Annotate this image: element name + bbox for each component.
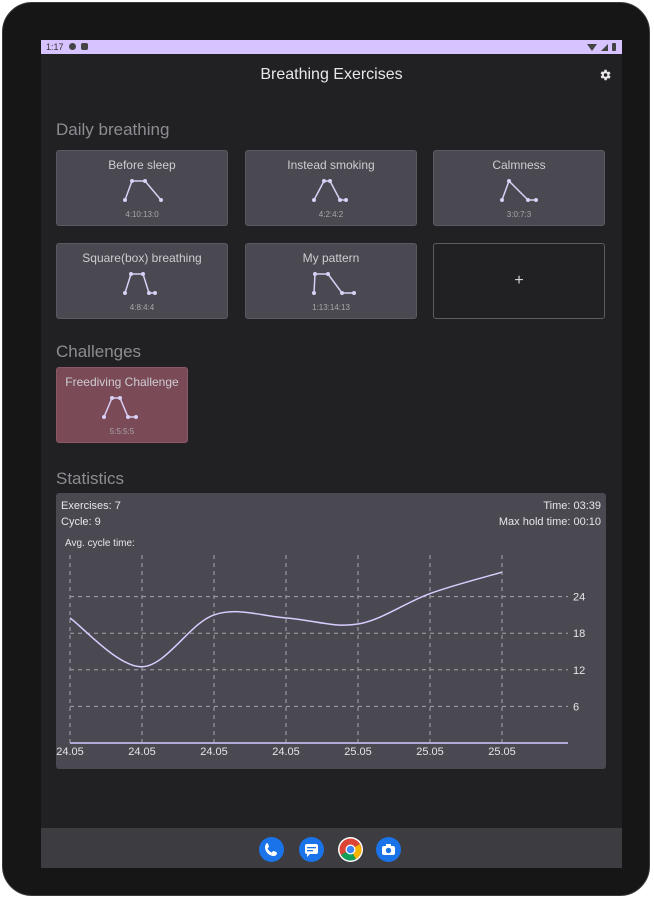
gear-icon[interactable] [598, 68, 612, 82]
card-title: My pattern [302, 251, 360, 265]
pattern-card-instead-smoking[interactable]: Instead smoking 4:2:4:2 [245, 150, 417, 226]
card-pattern: 5:5:5:5 [109, 427, 135, 436]
notification-icon [69, 43, 76, 50]
card-title: Calmness [492, 158, 546, 172]
pattern-card-calmness[interactable]: Calmness 3:0:7:3 [433, 150, 605, 226]
x-tick-label: 24.05 [128, 746, 156, 758]
wifi-icon [587, 43, 597, 51]
plus-icon: + [514, 272, 524, 289]
chrome-icon[interactable] [338, 837, 363, 862]
card-title: Before sleep [108, 158, 176, 172]
x-tick-label: 25.05 [488, 746, 516, 758]
card-title: Instead smoking [287, 158, 375, 172]
messages-icon[interactable] [299, 837, 324, 862]
card-pattern: 4:10:13:0 [125, 210, 159, 219]
card-pattern: 3:0:7:3 [506, 210, 532, 219]
chart-title: Avg. cycle time: [65, 538, 135, 549]
challenge-card-freediving[interactable]: Freediving Challenge 5:5:5:5 [56, 367, 188, 443]
card-pattern: 4:8:4:4 [129, 303, 155, 312]
cycle-count: Cycle: 9 [61, 516, 101, 528]
camera-icon[interactable] [376, 837, 401, 862]
x-tick-label: 25.05 [344, 746, 372, 758]
battery-icon [612, 43, 616, 51]
app-title: Breathing Exercises [260, 66, 403, 83]
x-tick-label: 25.05 [416, 746, 444, 758]
y-tick-label: 24 [573, 592, 585, 604]
notification-icon [81, 43, 88, 50]
add-pattern-button[interactable]: + [433, 243, 605, 319]
status-icons [587, 40, 616, 54]
breathing-pattern-graph [102, 396, 138, 419]
x-tick-label: 24.05 [272, 746, 300, 758]
signal-icon [601, 43, 608, 51]
breathing-pattern-graph [500, 179, 538, 202]
y-tick-label: 6 [573, 701, 579, 713]
section-statistics: Statistics [56, 469, 125, 488]
breathing-pattern-graph [123, 179, 163, 202]
card-title: Square(box) breathing [82, 251, 202, 265]
statistics-panel: Exercises: 7 Cycle: 9 Time: 03:39 Max ho… [56, 493, 606, 769]
breathing-pattern-graph [312, 272, 356, 295]
avg-cycle-time-chart: 6 12 18 24 24.05 24.05 24.05 24.05 25.05 25.05 25.… [56, 555, 585, 758]
total-time: Time: 03:39 [543, 500, 601, 512]
navigation-bar [41, 828, 622, 868]
pattern-card-before-sleep[interactable]: Before sleep 4:10:13:0 [56, 150, 228, 226]
section-challenges: Challenges [56, 342, 142, 361]
status-bar: 1:17 [41, 40, 622, 54]
y-tick-label: 12 [573, 665, 585, 677]
series-line [69, 571, 503, 668]
y-tick-label: 18 [573, 628, 585, 640]
exercises-count: Exercises: 7 [61, 500, 121, 512]
breathing-pattern-graph [123, 272, 157, 295]
max-hold-time: Max hold time: 00:10 [498, 516, 601, 528]
card-title: Freediving Challenge [65, 375, 179, 389]
phone-icon[interactable] [259, 837, 284, 862]
x-tick-label: 24.05 [200, 746, 228, 758]
pattern-card-my-pattern[interactable]: My pattern 1:13:14:13 [245, 243, 417, 319]
card-pattern: 4:2:4:2 [318, 210, 344, 219]
screen: 1:17 Breathing Exercises Daily breathing… [41, 40, 622, 868]
breathing-pattern-graph [312, 179, 348, 202]
status-time: 1:17 [46, 42, 64, 52]
x-tick-label: 24.05 [56, 746, 84, 758]
section-daily-breathing: Daily breathing [56, 120, 170, 139]
pattern-card-square-breathing[interactable]: Square(box) breathing 4:8:4:4 [56, 243, 228, 319]
card-pattern: 1:13:14:13 [312, 303, 350, 312]
